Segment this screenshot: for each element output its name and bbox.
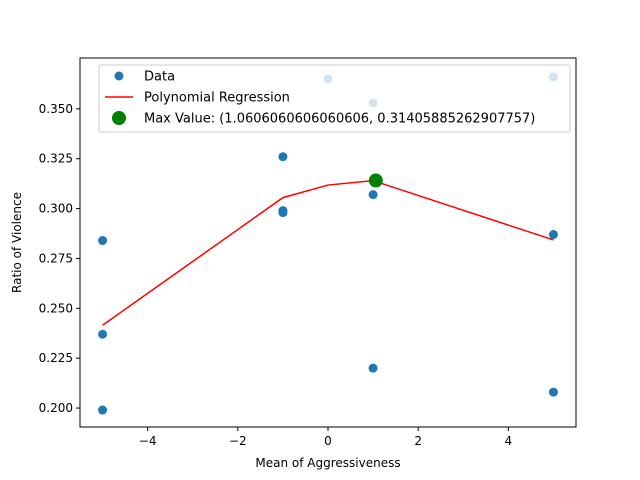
max-point-layer — [368, 173, 383, 188]
y-tick-label-0: 0.200 — [39, 401, 73, 415]
regression-line-layer — [102, 179, 554, 326]
y-tick-label-6: 0.350 — [39, 102, 73, 116]
y-axis-ticks: 0.200 0.225 0.250 0.275 0.300 0.325 0.350 — [39, 102, 80, 415]
x-tick-label-3: 2 — [414, 434, 422, 448]
x-tick-label-2: 0 — [324, 434, 332, 448]
y-tick-label-1: 0.225 — [39, 351, 73, 365]
max-value-point — [368, 173, 383, 188]
y-tick-label-2: 0.250 — [39, 301, 73, 315]
legend: Data Polynomial Regression Max Value: (1… — [98, 64, 571, 133]
data-point-11 — [548, 230, 558, 240]
x-tick-label-0: −4 — [139, 434, 157, 448]
data-point-0 — [98, 405, 108, 415]
data-point-9 — [368, 363, 378, 373]
data-point-12 — [548, 387, 558, 397]
x-tick-label-4: 4 — [505, 434, 513, 448]
regression-line — [102, 179, 554, 326]
y-tick-label-3: 0.275 — [39, 251, 73, 265]
x-axis-ticks: −4 −2 0 2 4 — [139, 427, 512, 448]
legend-max-marker — [112, 111, 126, 125]
data-point-8 — [368, 190, 378, 200]
y-axis-label: Ratio of Violence — [10, 192, 24, 293]
data-point-1 — [98, 329, 108, 339]
x-tick-label-1: −2 — [229, 434, 247, 448]
legend-data-marker — [114, 71, 124, 81]
data-point-2 — [98, 236, 108, 246]
y-tick-label-5: 0.325 — [39, 152, 73, 166]
x-axis-label: Mean of Aggressiveness — [255, 456, 400, 470]
data-point-3 — [278, 152, 288, 162]
legend-box — [98, 64, 571, 133]
data-point-5 — [278, 208, 288, 218]
legend-regression-label: Polynomial Regression — [144, 91, 290, 106]
legend-max-label: Max Value: (1.0606060606060606, 0.314058… — [144, 112, 535, 127]
y-tick-label-4: 0.300 — [39, 202, 73, 216]
legend-data-label: Data — [144, 70, 175, 85]
